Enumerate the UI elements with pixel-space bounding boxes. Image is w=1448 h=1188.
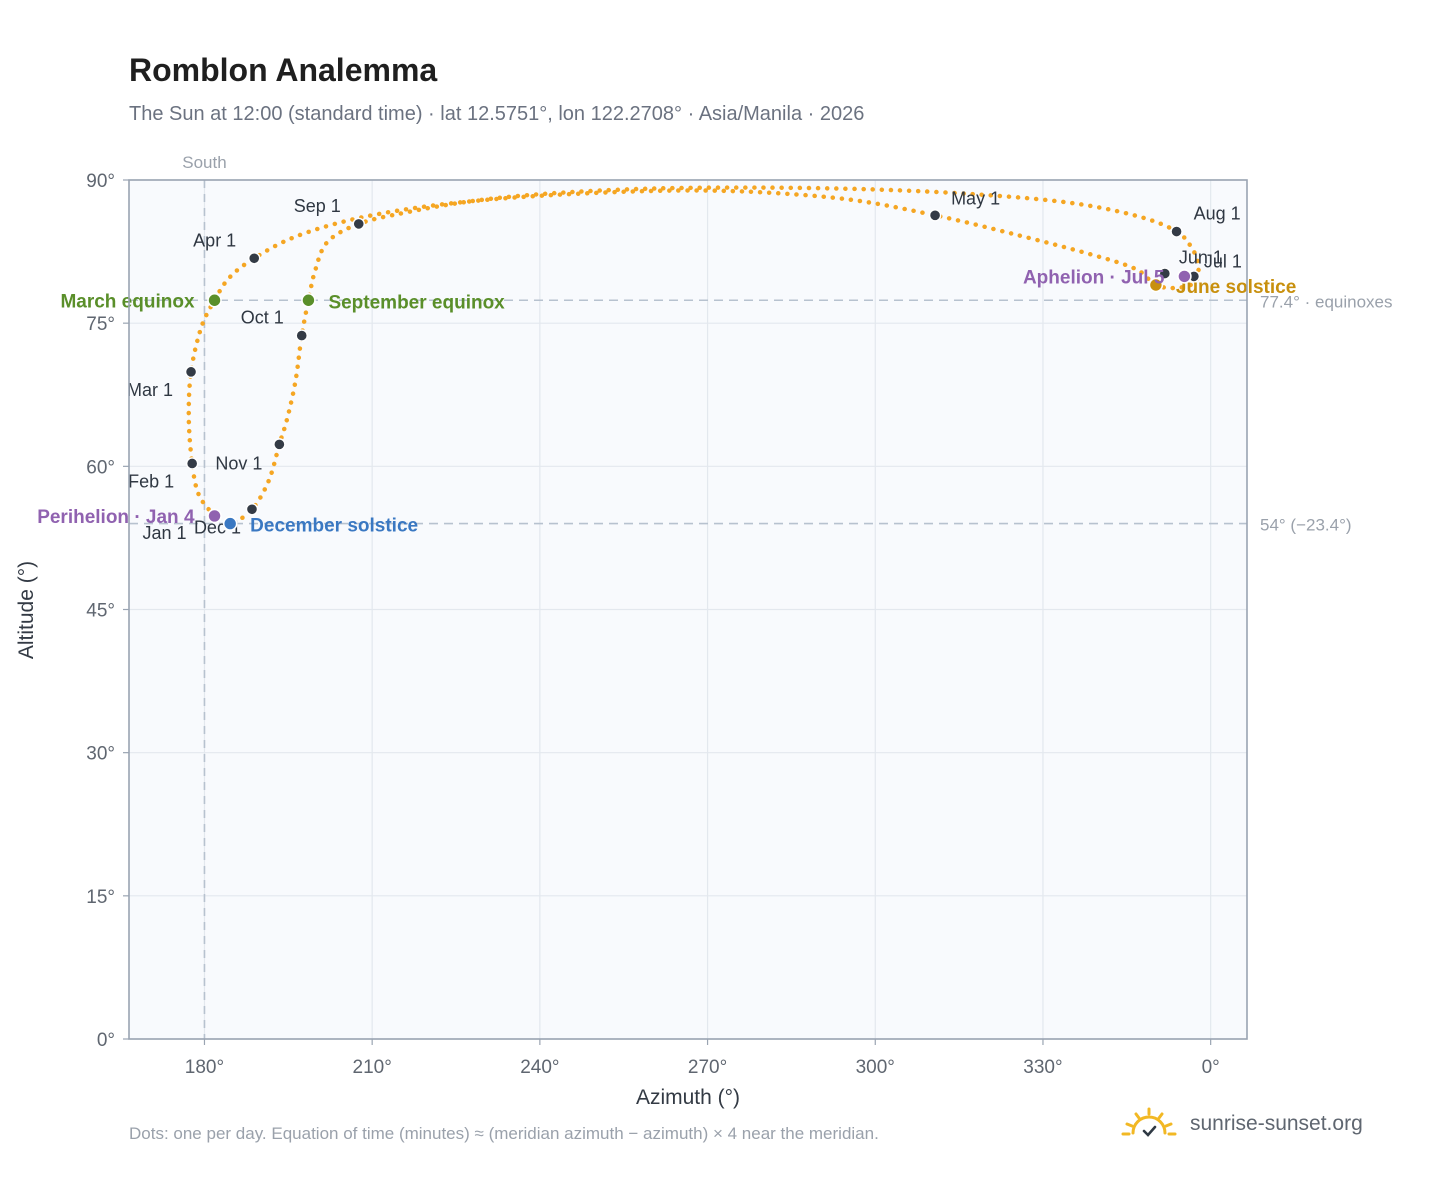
y-tick-label: 75°	[86, 314, 115, 335]
y-tick-label: 90°	[86, 171, 115, 192]
x-tick-label: 0°	[1202, 1057, 1220, 1078]
month-marker	[928, 209, 942, 222]
grid-lines	[129, 179, 1247, 1040]
analemma-path	[186, 185, 1201, 526]
event-marker	[1177, 269, 1192, 284]
month-label: Jun 1	[1179, 248, 1223, 268]
event-label: September equinox	[328, 292, 505, 313]
x-tick-label: 210°	[353, 1057, 392, 1078]
y-tick-label: 15°	[86, 887, 115, 908]
month-label: Jan 1	[142, 523, 186, 543]
y-tick-label: 30°	[86, 744, 115, 765]
sun-logo-icon	[1121, 1107, 1177, 1137]
brand[interactable]: sunrise-sunset.org	[1120, 1102, 1363, 1146]
event-marker	[301, 292, 316, 308]
chart-title: Romblon Analemma	[129, 52, 438, 88]
axis-ticks: 180° 210° 240° 270° 300° 330° 0° 0° 15° 30° 45° 60°…	[86, 171, 1219, 1078]
event-marker	[1148, 277, 1164, 293]
event-marker	[207, 292, 222, 308]
month-marker	[184, 365, 198, 379]
event-label: December solstice	[250, 516, 418, 537]
reference-line-label: 54° (−23.4°)	[1260, 516, 1352, 535]
y-axis-label: Altitude (°)	[15, 561, 38, 659]
month-marker	[245, 503, 259, 516]
event-label: June solstice	[1176, 277, 1296, 298]
x-tick-label: 180°	[185, 1057, 224, 1078]
month-marker	[352, 217, 365, 231]
daily-sun-dots	[186, 185, 1201, 526]
month-label: Feb 1	[128, 471, 174, 491]
month-label: Aug 1	[1194, 204, 1241, 224]
event-marker	[222, 516, 238, 531]
month-label: Jul 1	[1204, 251, 1242, 271]
chart-subtitle: The Sun at 12:00 (standard time) · lat 1…	[129, 103, 865, 125]
month-label: Nov 1	[215, 453, 262, 473]
x-tick-label: 330°	[1023, 1057, 1062, 1078]
month-marker	[295, 329, 308, 342]
event-marker	[207, 508, 222, 524]
month-marker	[1170, 225, 1183, 238]
x-tick-label: 300°	[856, 1057, 895, 1078]
y-tick-label: 45°	[86, 601, 115, 622]
month-marker	[273, 438, 286, 451]
y-tick-label: 60°	[86, 457, 115, 478]
brand-text: sunrise-sunset.org	[1190, 1112, 1363, 1135]
event-markers: March equinox September equinox December s…	[37, 267, 1296, 536]
event-label: March equinox	[60, 291, 195, 312]
month-marker	[185, 457, 199, 470]
meridian-label: South	[182, 153, 226, 172]
month-label: Mar 1	[127, 380, 173, 400]
month-label: Sep 1	[294, 196, 341, 216]
x-axis-label: Azimuth (°)	[636, 1086, 740, 1109]
event-label: Aphelion · Jul 5	[1023, 267, 1165, 288]
event-label: Perihelion · Jan 4	[37, 507, 195, 528]
x-tick-label: 240°	[520, 1057, 559, 1078]
footnote: Dots: one per day. Equation of time (min…	[129, 1124, 879, 1143]
y-tick-label: 0°	[97, 1030, 115, 1051]
x-tick-label: 270°	[688, 1057, 727, 1078]
month-label: Oct 1	[241, 308, 284, 328]
month-marker	[1158, 267, 1172, 280]
reference-line-label: 77.4° · equinoxes	[1260, 292, 1393, 311]
month-label: Apr 1	[193, 230, 236, 250]
month-marker	[248, 252, 261, 265]
month-label: May 1	[951, 188, 1000, 208]
